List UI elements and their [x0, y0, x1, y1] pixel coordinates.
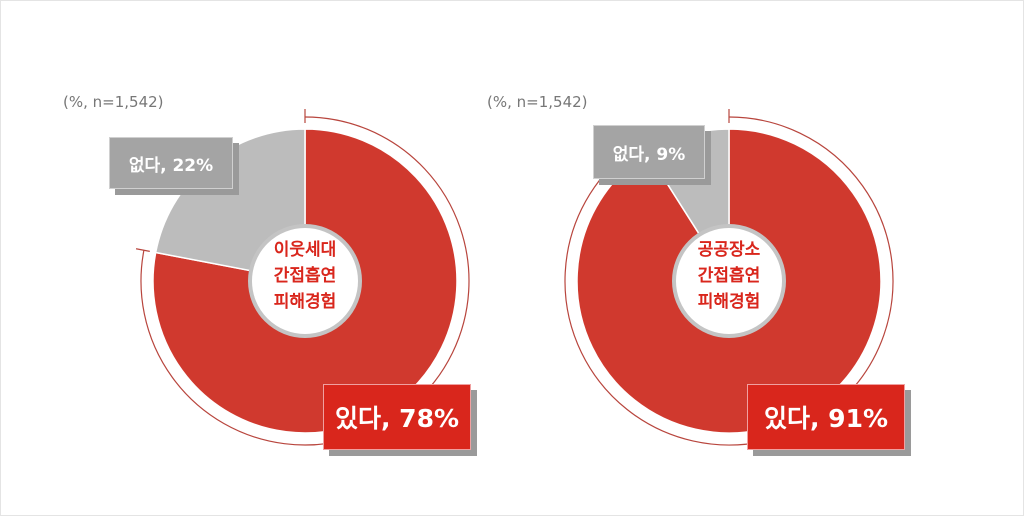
center-label-2: 공공장소 간접흡연 피해경험: [677, 237, 781, 315]
donut-hole: [672, 224, 786, 338]
center-line: 공공장소: [697, 240, 761, 260]
center-label-1: 이웃세대 간접흡연 피해경험: [253, 237, 357, 315]
center-line: 간접흡연: [697, 266, 761, 286]
center-line: 피해경험: [697, 292, 761, 312]
data-label-yes-2: 있다, 91%: [747, 384, 905, 450]
data-label-no-1: 없다, 22%: [109, 137, 233, 189]
center-line: 이웃세대: [273, 240, 337, 260]
center-line: 간접흡연: [273, 266, 337, 286]
donut-hole: [248, 224, 362, 338]
data-label-yes-1: 있다, 78%: [323, 384, 471, 450]
data-label-no-2: 없다, 9%: [593, 125, 705, 179]
center-line: 피해경험: [273, 292, 337, 312]
sample-note-2: (%, n=1,542): [487, 93, 588, 111]
bracket-tick: [135, 248, 150, 252]
sample-note-1: (%, n=1,542): [63, 93, 164, 111]
